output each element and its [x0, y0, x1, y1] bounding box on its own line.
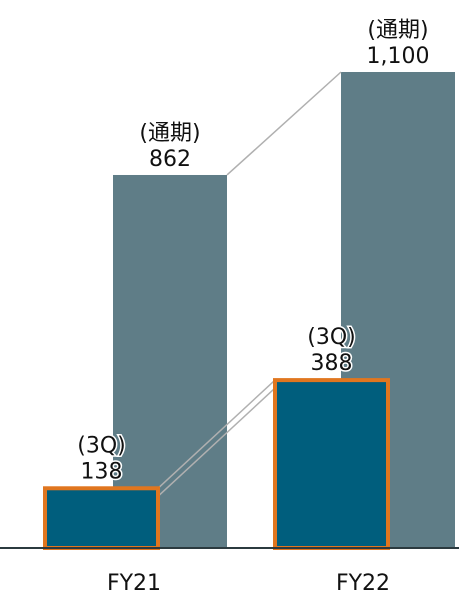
full-year-connector-line — [226, 71, 342, 176]
q3-connector-line-upper — [157, 379, 276, 489]
q3-bar-fy21 — [43, 486, 160, 550]
full-year-prefix-label-fy21: (通期) — [139, 121, 200, 146]
q3-value-label-fy22: 388 — [311, 351, 353, 376]
q3-prefix-label-fy22: (3Q) — [307, 325, 355, 350]
q3-bar-fy22 — [273, 378, 390, 550]
category-label-fy21: FY21 — [107, 571, 161, 596]
q3-prefix-label-fy21: (3Q) — [77, 433, 125, 458]
q3-connector-line-lower — [157, 387, 276, 497]
full-year-prefix-label-fy22: (通期) — [367, 18, 428, 43]
q3-value-label-fy21: 138 — [81, 459, 123, 484]
category-label-fy22: FY22 — [336, 571, 390, 596]
full-year-value-label-fy21: 862 — [149, 147, 191, 172]
full-year-value-label-fy22: 1,100 — [367, 44, 430, 69]
